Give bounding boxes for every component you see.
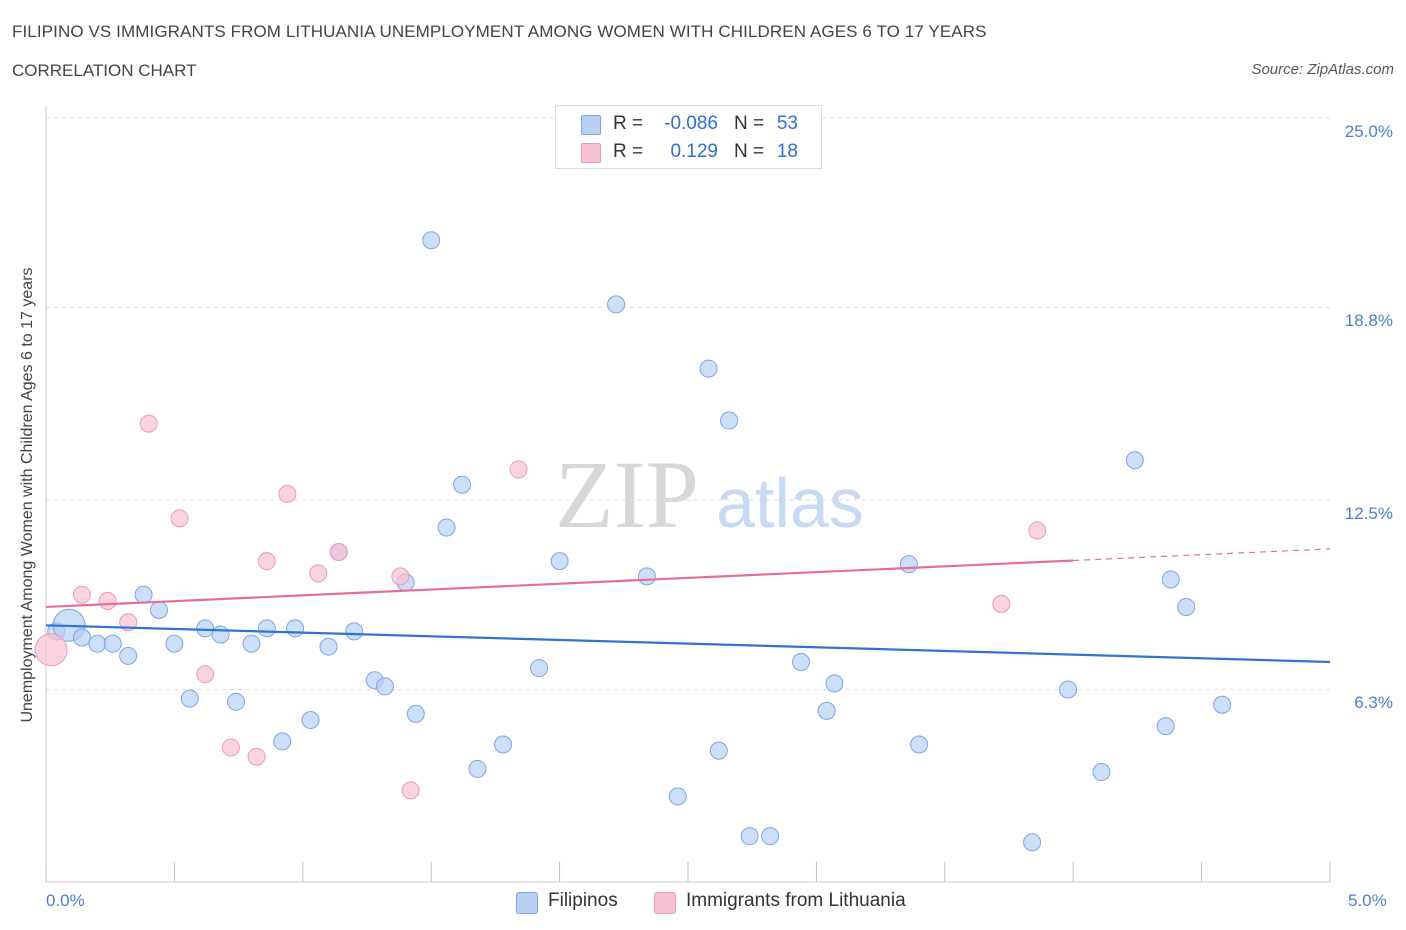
filipinos-point [899, 555, 918, 574]
filipinos-point [1059, 680, 1078, 699]
legend-swatch-lithuania [581, 143, 601, 163]
legend-n-value: 53 [776, 113, 798, 134]
filipinos-point [720, 411, 739, 430]
lithuania-trend-extension [1073, 548, 1331, 562]
filipinos-point [791, 652, 810, 671]
lithuania-point [257, 552, 276, 571]
filipinos-point [1023, 833, 1042, 852]
filipinos-point [468, 759, 487, 778]
lithuania-point [170, 509, 189, 528]
filipinos-point [165, 634, 184, 653]
y-tick-label: 25.0% [1344, 122, 1393, 141]
lithuania-point [329, 542, 348, 561]
filipinos-point [319, 637, 338, 656]
y-tick-label: 18.8% [1344, 311, 1393, 331]
series-legend: Filipinos Immigrants from Lithuania [0, 889, 1406, 915]
watermark-atlas: atlas [716, 464, 864, 542]
filipinos-point [422, 231, 441, 250]
lithuania-trend-line [45, 559, 1074, 609]
legend-r-label: R = [613, 141, 644, 162]
filipinos-point [227, 692, 246, 711]
filipinos-point [437, 518, 456, 537]
filipinos-point [607, 295, 626, 314]
chart-title: FILIPINO VS IMMIGRANTS FROM LITHUANIA UN… [12, 22, 987, 41]
legend-swatch-filipinos [516, 892, 538, 914]
filipinos-point [668, 787, 687, 806]
filipinos-point [180, 689, 199, 708]
filipinos-point [637, 567, 656, 586]
filipinos-point [494, 735, 513, 754]
filipinos-point [453, 475, 472, 494]
legend-r-value: -0.086 [664, 113, 718, 134]
lithuania-point [72, 585, 91, 604]
filipinos-point [211, 625, 230, 644]
filipinos-point [550, 552, 569, 571]
legend-label-filipinos: Filipinos [548, 890, 618, 911]
correlation-legend: R = -0.086 N = 53 R = 0.129 N = 18 [555, 105, 822, 169]
lithuania-point [1028, 521, 1047, 540]
filipinos-point [761, 827, 780, 846]
filipinos-point [134, 585, 153, 604]
lithuania-point [247, 747, 266, 766]
filipinos-point [1213, 695, 1232, 714]
legend-label-lithuania: Immigrants from Lithuania [686, 890, 906, 911]
filipinos-point [149, 601, 168, 620]
filipinos-point [119, 646, 138, 665]
lithuania-point [278, 484, 297, 503]
source-label: Source: ZipAtlas.com [1251, 61, 1394, 78]
legend-swatch-lithuania [654, 892, 676, 914]
filipinos-point [699, 359, 718, 378]
filipinos-point [910, 735, 929, 754]
legend-r-value: 0.129 [670, 141, 718, 162]
lithuania-point [509, 460, 528, 479]
filipinos-point [740, 827, 759, 846]
watermark-zip: ZIP [555, 441, 699, 548]
filipinos-point [825, 674, 844, 693]
lithuania-point [309, 564, 328, 583]
filipinos-point [88, 634, 107, 653]
filipinos-point [406, 704, 425, 723]
chart-subtitle: CORRELATION CHART [12, 61, 197, 80]
filipinos-point [1156, 717, 1175, 736]
legend-row-filipinos: R = -0.086 N = 53 [556, 111, 821, 137]
filipinos-point [273, 732, 292, 751]
legend-row-lithuania: R = 0.129 N = 18 [556, 139, 821, 165]
filipinos-point [103, 634, 122, 653]
lithuania-point [139, 414, 158, 433]
filipinos-point [72, 628, 91, 647]
legend-n-label: N = [734, 141, 765, 162]
x-tick-label-max: 5.0% [1348, 891, 1387, 910]
filipinos-point [301, 711, 320, 730]
filipinos-point [375, 677, 394, 696]
lithuania-point [401, 781, 420, 800]
lithuania-point [992, 594, 1011, 613]
filipinos-point [530, 659, 549, 678]
legend-n-value: 18 [776, 141, 798, 162]
filipinos-point [242, 634, 261, 653]
filipinos-point [1092, 762, 1111, 781]
lithuania-point [196, 665, 215, 684]
filipinos-point [1177, 597, 1196, 616]
legend-n-label: N = [734, 113, 765, 134]
x-tick-label-min: 0.0% [46, 891, 85, 910]
filipinos-point [257, 619, 276, 638]
filipinos-point [709, 741, 728, 760]
legend-swatch-filipinos [581, 115, 601, 135]
y-tick-label: 6.3% [1354, 693, 1393, 713]
filipinos-point [1161, 570, 1180, 589]
filipinos-trend-line [45, 624, 1331, 664]
filipinos-point [196, 619, 215, 638]
y-tick-label: 12.5% [1344, 504, 1393, 523]
lithuania-point [221, 738, 240, 757]
filipinos-point [1125, 451, 1144, 470]
filipinos-point [345, 622, 364, 641]
lithuania-point [98, 591, 117, 610]
filipinos-point [286, 619, 305, 638]
legend-r-label: R = [613, 113, 644, 134]
lithuania-point [34, 633, 68, 667]
filipinos-point [817, 701, 836, 720]
lithuania-point [391, 567, 410, 586]
